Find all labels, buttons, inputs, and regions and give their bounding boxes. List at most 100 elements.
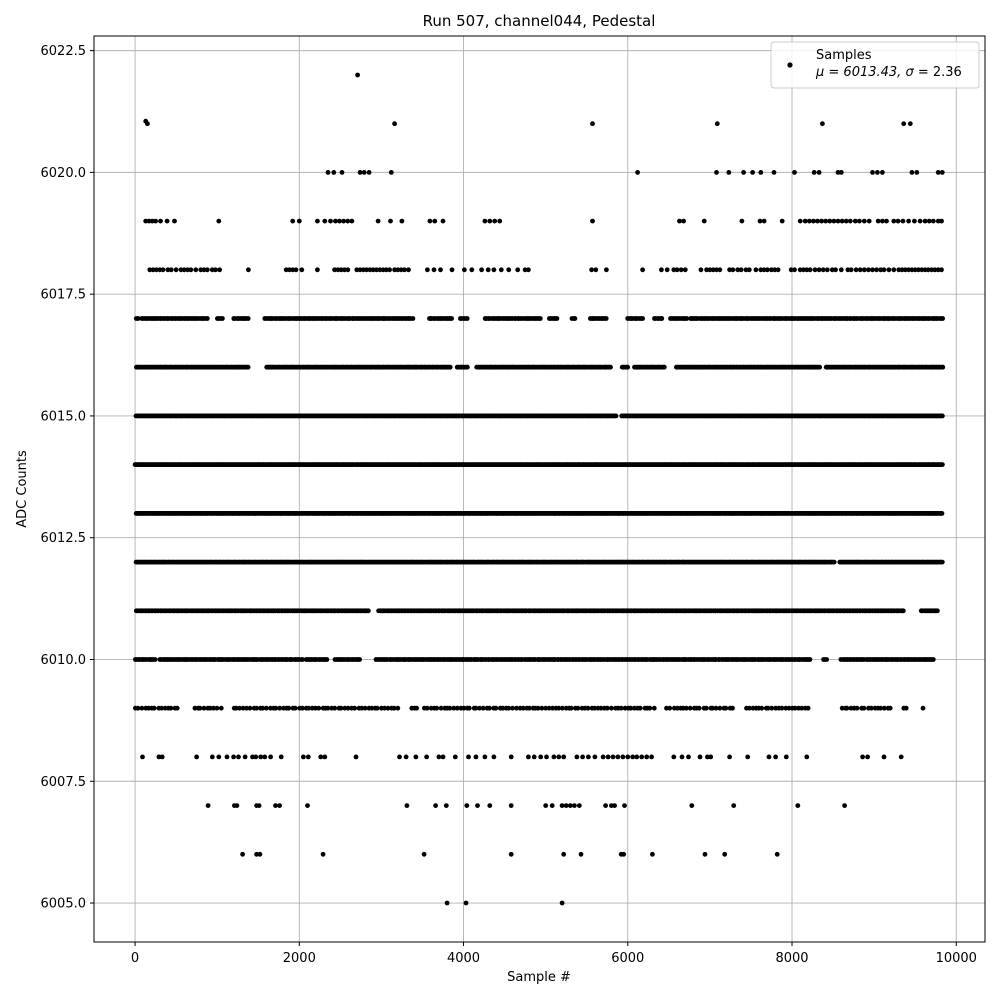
data-point [878, 705, 883, 711]
data-point [807, 657, 813, 662]
data-point [332, 705, 338, 711]
data-point [920, 705, 926, 711]
data-point [139, 705, 145, 711]
data-point [844, 705, 850, 711]
grid-lines [94, 36, 985, 942]
data-point [703, 705, 709, 711]
data-point [277, 705, 283, 711]
data-point [382, 705, 387, 711]
data-point [424, 705, 430, 711]
data-point [447, 364, 453, 370]
data-points [132, 72, 946, 906]
data-point [613, 413, 619, 419]
data-point [461, 705, 467, 711]
data-point [506, 705, 511, 711]
data-point [245, 364, 251, 370]
data-point [868, 705, 874, 711]
data-point [369, 705, 375, 711]
data-point [168, 705, 174, 711]
data-point [730, 705, 735, 711]
data-point [935, 608, 940, 614]
data-point [618, 705, 624, 711]
data-point [631, 705, 637, 711]
data-point [556, 705, 562, 711]
data-point [608, 364, 613, 370]
data-point [220, 316, 225, 321]
data-point [769, 705, 774, 711]
data-point [854, 705, 860, 711]
data-point [710, 705, 715, 711]
data-point [466, 705, 472, 711]
data-point [527, 705, 532, 711]
data-point [152, 657, 158, 662]
data-point [316, 705, 322, 711]
data-point [535, 705, 541, 711]
data-point [592, 705, 597, 711]
data-point [345, 705, 351, 711]
data-point [903, 705, 909, 711]
data-point [759, 705, 765, 711]
data-point [338, 705, 344, 711]
data-point [550, 705, 555, 711]
data-point [300, 657, 305, 662]
data-point [765, 705, 771, 711]
data-point [651, 705, 657, 711]
data-point [575, 705, 581, 711]
data-point [661, 364, 667, 370]
data-point [309, 705, 315, 711]
data-point [159, 705, 165, 711]
data-point [831, 559, 837, 565]
data-point [839, 705, 845, 711]
data-point [696, 705, 702, 711]
data-point [609, 705, 614, 711]
data-point [861, 705, 867, 711]
data-point [454, 705, 460, 711]
data-point [900, 608, 906, 614]
data-point [197, 705, 203, 711]
data-point [546, 705, 552, 711]
data-point [687, 705, 693, 711]
data-point [713, 705, 719, 711]
data-point [325, 705, 331, 711]
data-point [805, 705, 811, 711]
data-point [887, 705, 893, 711]
data-point [300, 705, 305, 711]
data-point [352, 705, 357, 711]
data-point [939, 559, 945, 565]
data-point [218, 705, 224, 711]
data-point [723, 705, 729, 711]
data-point [247, 705, 253, 711]
data-point [366, 608, 371, 614]
data-point [824, 657, 829, 662]
data-point [514, 705, 519, 711]
data-point [245, 316, 251, 321]
data-point [391, 705, 397, 711]
data-point [273, 705, 279, 711]
data-point [374, 705, 380, 711]
data-point [135, 705, 141, 711]
data-point [260, 705, 265, 711]
data-point [233, 705, 239, 711]
data-point [500, 705, 506, 711]
data-point [395, 705, 401, 711]
data-point [543, 705, 549, 711]
data-point [362, 705, 368, 711]
data-point [625, 364, 631, 370]
data-point [628, 705, 634, 711]
data-point [604, 705, 610, 711]
data-point [434, 705, 440, 711]
data-point [151, 705, 157, 711]
data-point [792, 705, 798, 711]
data-point [539, 705, 545, 711]
data-point [667, 705, 673, 711]
data-point [465, 364, 470, 370]
data-point [684, 705, 689, 711]
data-point [940, 364, 946, 370]
data-point [473, 705, 479, 711]
data-point [637, 705, 643, 711]
data-point [438, 705, 444, 711]
data-point [385, 705, 391, 711]
data-point [940, 413, 945, 419]
data-point [480, 705, 486, 711]
